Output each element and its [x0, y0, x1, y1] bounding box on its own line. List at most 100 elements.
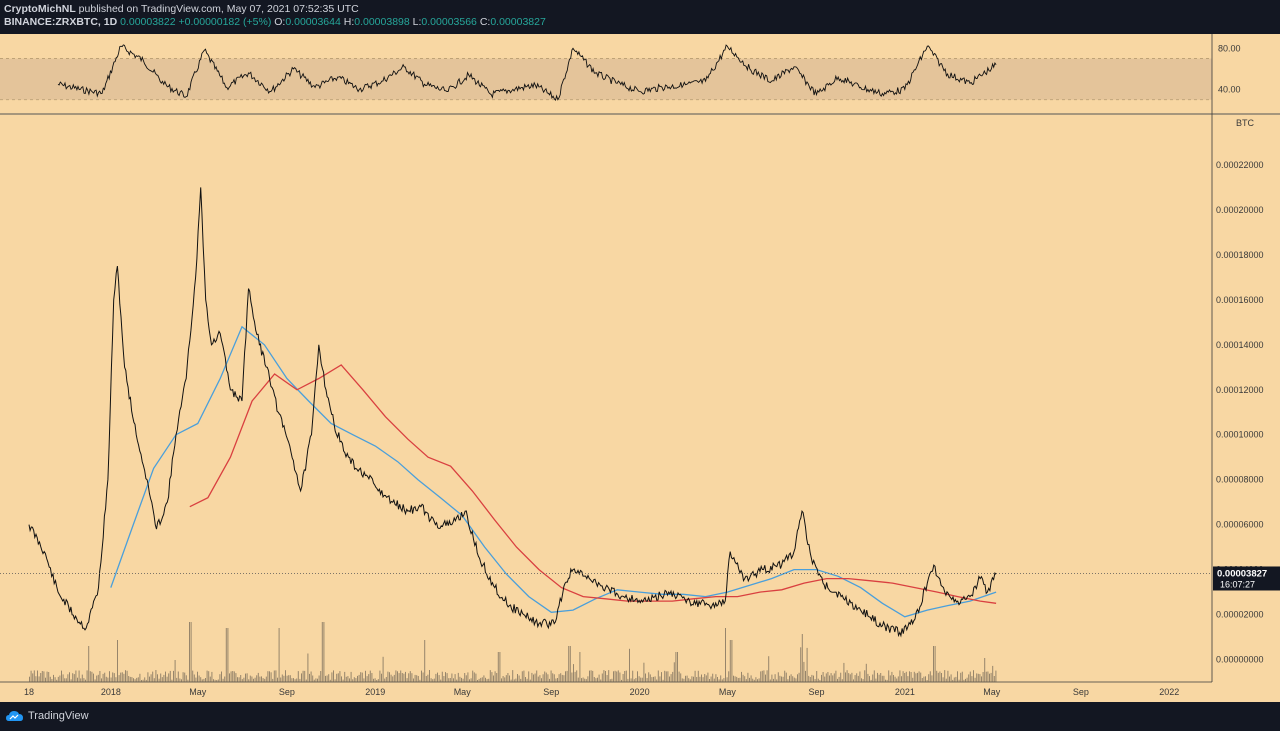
volume-bar: [109, 671, 110, 682]
last-price: 0.00003822: [120, 16, 176, 28]
price-tick-label: 0.00008000: [1216, 475, 1264, 485]
volume-bar: [630, 678, 632, 682]
volume-bar: [405, 671, 406, 682]
volume-bar: [145, 679, 147, 682]
volume-bar: [446, 673, 448, 682]
volume-bar: [307, 653, 309, 682]
volume-bar: [379, 670, 381, 682]
volume-bar: [88, 646, 90, 682]
volume-bar: [81, 674, 83, 682]
volume-bar: [933, 646, 934, 682]
volume-bar: [397, 671, 398, 682]
volume-bar: [686, 675, 688, 682]
volume-bar: [296, 678, 298, 682]
volume-bar: [891, 671, 893, 682]
volume-bar: [437, 672, 438, 682]
volume-bar: [809, 677, 811, 682]
volume-bar: [505, 675, 507, 682]
volume-bar: [208, 671, 210, 682]
price-tick-label: 0.00010000: [1216, 430, 1264, 440]
x-tick-label: 2019: [365, 687, 385, 697]
volume-bar: [733, 675, 734, 682]
tradingview-logo[interactable]: TradingView: [6, 710, 89, 722]
volume-bar: [181, 679, 182, 682]
volume-bar: [518, 675, 520, 682]
volume-bar: [254, 677, 256, 682]
volume-bar: [691, 676, 693, 682]
volume-bar: [960, 672, 962, 682]
volume-bar: [629, 648, 630, 682]
volume-bar: [790, 674, 792, 682]
volume-bar: [835, 670, 837, 682]
author-name[interactable]: CryptoMichNL: [4, 3, 76, 15]
volume-bar: [411, 673, 413, 682]
volume-bar: [861, 678, 862, 682]
volume-bar: [605, 671, 606, 682]
volume-bar: [853, 679, 854, 682]
volume-bar: [833, 673, 835, 682]
volume-bar: [923, 676, 925, 682]
volume-bar: [883, 675, 885, 682]
volume-bar: [376, 680, 378, 682]
volume-bar: [256, 675, 258, 682]
symbol-label[interactable]: BINANCE:ZRXBTC, 1D: [4, 16, 118, 28]
volume-bar: [62, 674, 64, 682]
volume-bar: [283, 675, 285, 682]
volume-bar: [344, 671, 346, 682]
volume-bar: [333, 670, 334, 682]
volume-bar: [357, 675, 358, 682]
volume-bar: [144, 677, 146, 682]
volume-bar: [865, 663, 867, 682]
volume-bar: [894, 676, 896, 682]
volume-bar: [301, 673, 302, 682]
volume-bar: [403, 673, 405, 682]
chart-panel[interactable]: 80.00 40.00 0.00022000 0.00020000 0.00018000…: [0, 34, 1280, 702]
volume-bar: [232, 671, 234, 682]
volume-bar: [209, 676, 211, 682]
volume-bar: [240, 675, 242, 682]
volume-bar: [830, 673, 832, 682]
volume-bar: [606, 675, 608, 682]
volume-bar: [568, 646, 570, 682]
volume-bar: [552, 673, 554, 682]
volume-bar: [136, 677, 138, 682]
volume-bar: [93, 673, 94, 682]
volume-bar: [313, 679, 315, 682]
brand-label: TradingView: [28, 710, 89, 722]
volume-bar: [366, 676, 368, 682]
chart-svg[interactable]: 80.00 40.00 0.00022000 0.00020000 0.00018000…: [0, 34, 1280, 702]
volume-bar: [200, 677, 202, 682]
open-value: 0.00003644: [285, 16, 341, 28]
volume-bar: [515, 678, 517, 682]
volume-bar: [131, 677, 133, 682]
volume-bar: [576, 670, 578, 682]
volume-bar: [608, 670, 610, 682]
volume-bar: [966, 677, 968, 682]
volume-bar: [613, 671, 614, 682]
volume-bar: [251, 676, 253, 682]
volume-bar: [702, 677, 704, 682]
volume-bar: [112, 672, 114, 682]
volume-bar: [494, 671, 496, 682]
volume-bar: [513, 679, 515, 682]
volume-bar: [451, 673, 453, 682]
volume-bar: [837, 678, 838, 682]
volume-bar: [104, 672, 106, 682]
volume-bar: [51, 679, 53, 682]
volume-bar: [592, 670, 594, 682]
volume-bar: [800, 647, 802, 682]
volume-bar: [113, 673, 115, 682]
volume-bar: [275, 670, 277, 682]
volume-bar: [443, 676, 445, 682]
volume-bar: [152, 671, 154, 682]
volume-bar: [637, 671, 638, 682]
volume-bar: [214, 679, 216, 682]
x-tick-label: May: [983, 687, 1001, 697]
volume-bar: [990, 672, 992, 682]
volume-bar: [264, 678, 266, 682]
volume-bar: [118, 675, 120, 682]
volume-bar: [720, 675, 722, 682]
volume-bar: [737, 678, 739, 682]
price-tick-label: 0.00016000: [1216, 295, 1264, 305]
volume-bar: [309, 673, 310, 682]
